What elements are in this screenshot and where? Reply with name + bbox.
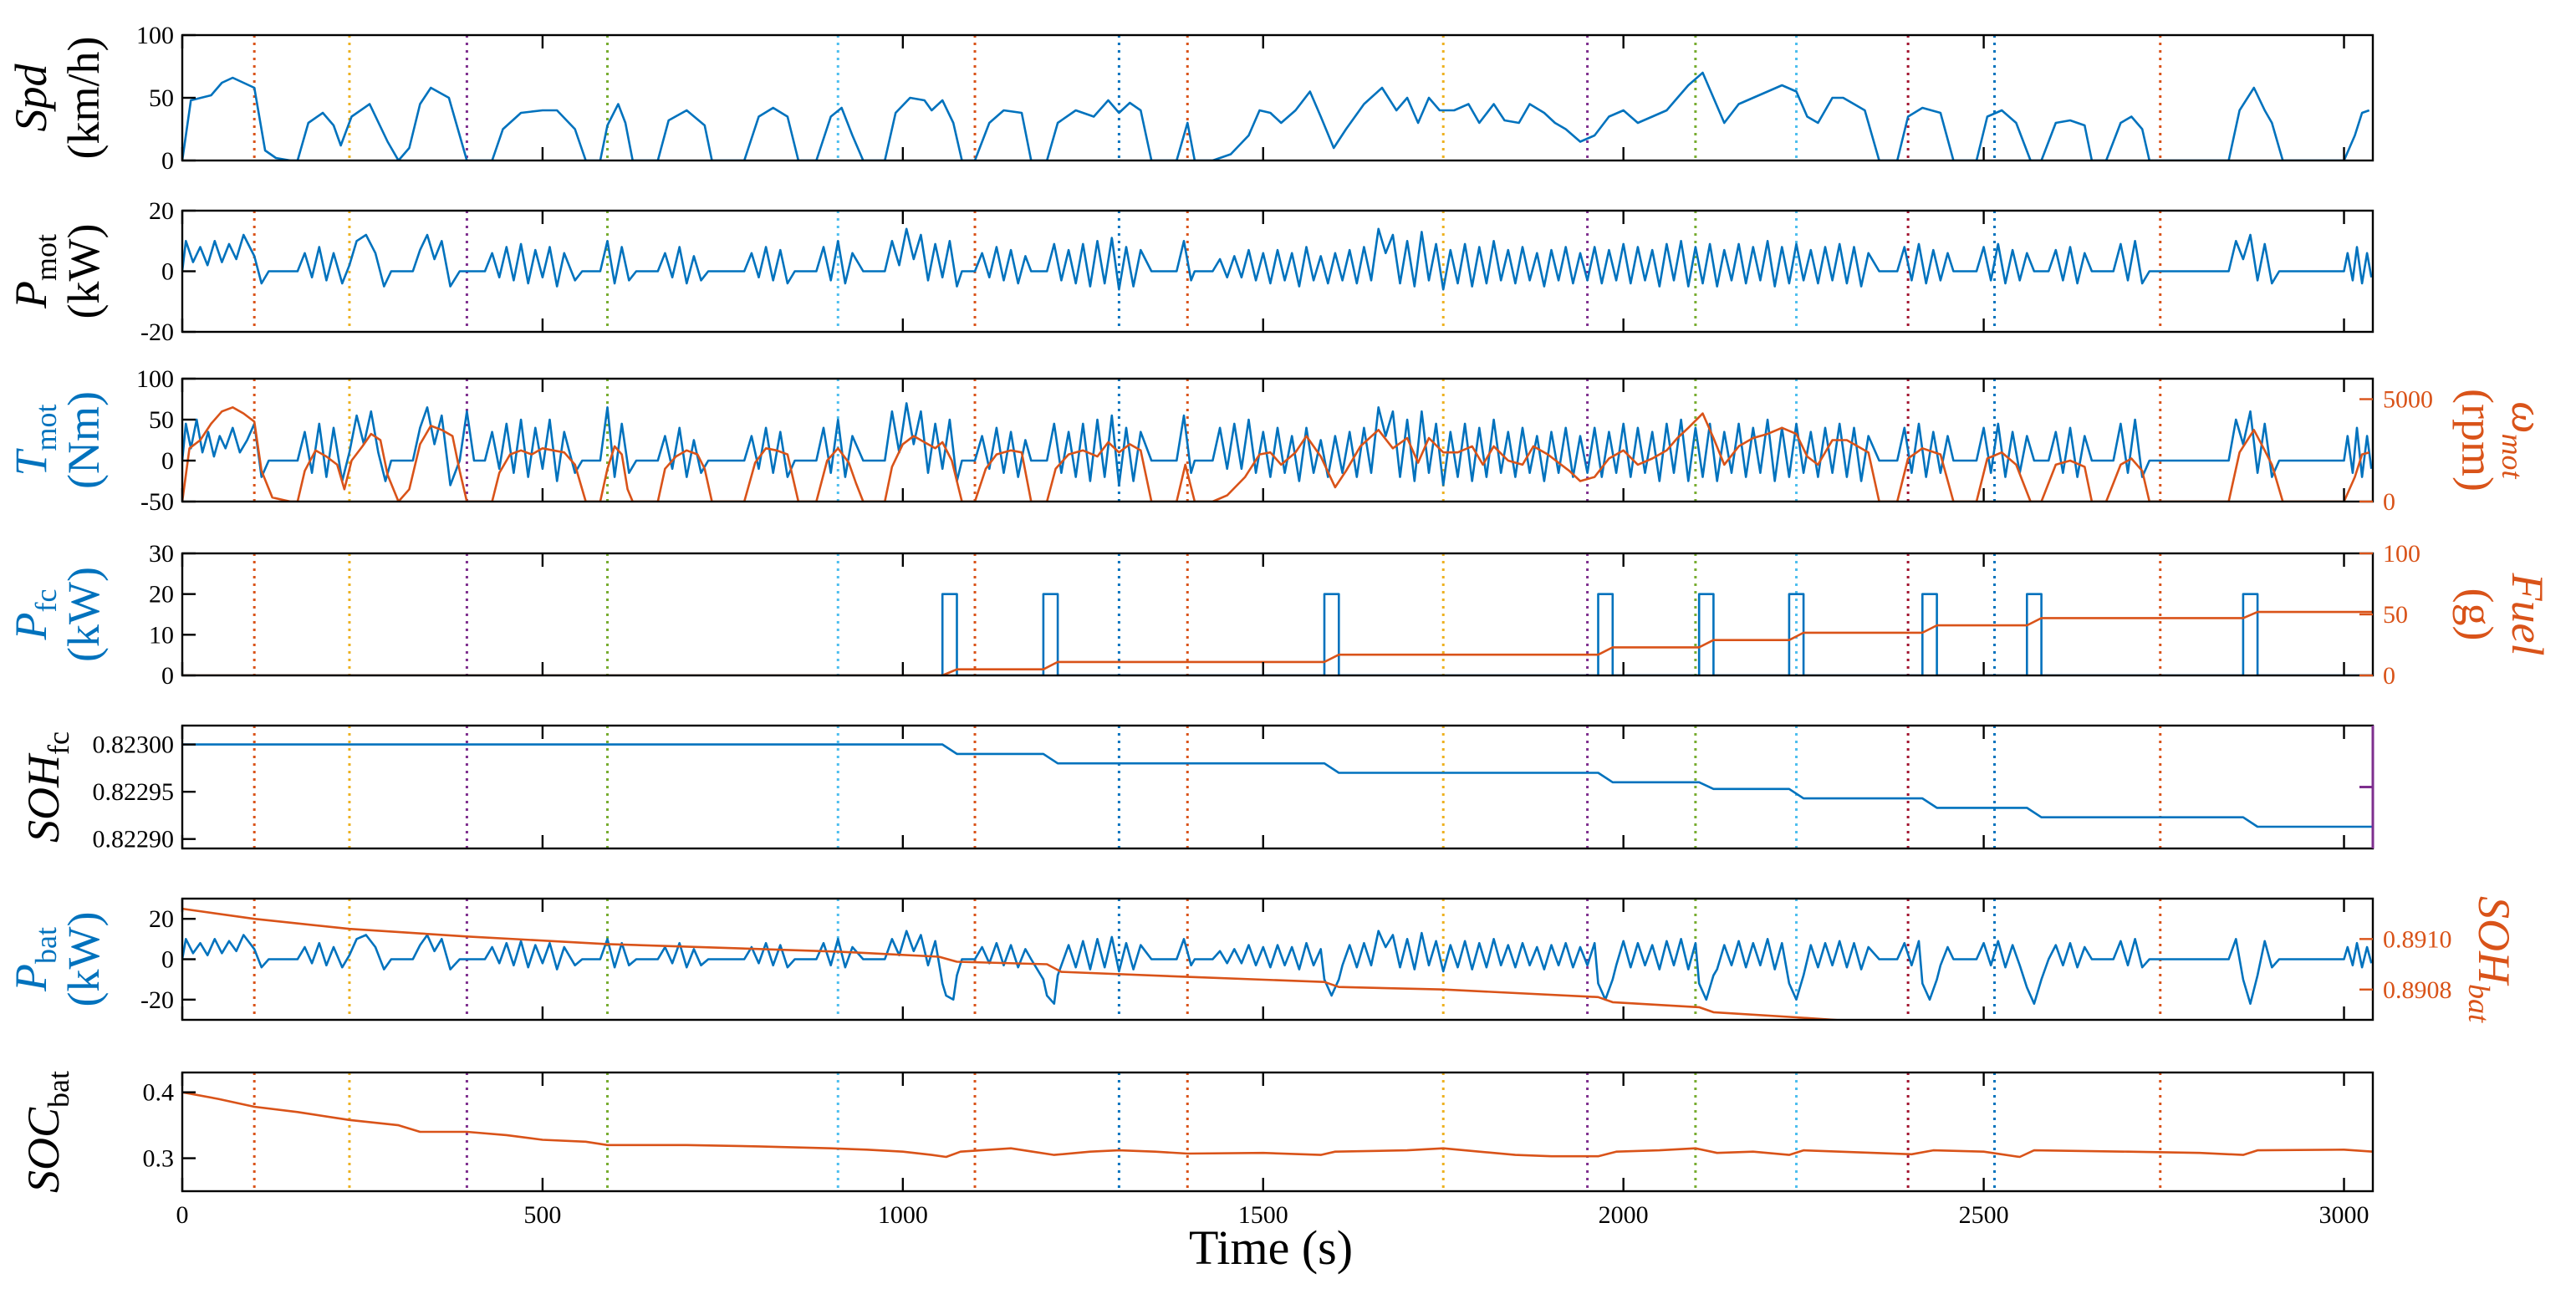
- y-axis-label: SOHfc: [18, 731, 75, 843]
- y-axis-unit: (kW): [59, 224, 109, 319]
- y-tick-label-0: 0: [161, 662, 174, 690]
- y-tick-label-2: 20: [149, 581, 174, 609]
- y-axis-label: Pbat: [6, 927, 63, 992]
- plot-frame: [181, 1071, 2375, 1193]
- y-axis-label: Tmot: [6, 404, 63, 476]
- y-tick-label-2: 50: [149, 406, 174, 434]
- panel-tmot: -50 0 50 100 0 5000 Tmot(Nm) ωmot(rpm): [6, 365, 2553, 516]
- right-y-axis-label: Fuel: [2502, 573, 2553, 656]
- right-y-tick-label-1: 5000: [2383, 386, 2433, 414]
- series-Tmot: [182, 402, 2373, 487]
- right-y-tick-label-2: 100: [2383, 540, 2420, 568]
- y-tick-label-1: 10: [149, 621, 174, 649]
- y-tick-label-3: 100: [136, 365, 174, 393]
- y-tick-label-2: 100: [136, 22, 174, 49]
- right-y-axis-unit: (rpm): [2452, 389, 2502, 492]
- y-axis-unit: (kW): [59, 912, 109, 1007]
- y-axis-unit: (Nm): [59, 391, 109, 489]
- y-tick-label-0: -20: [140, 318, 174, 346]
- y-tick-label-0: -50: [140, 488, 174, 516]
- y-tick-label-2: 20: [149, 905, 174, 933]
- y-tick-label-1: 50: [149, 84, 174, 112]
- right-y-tick-label-1: 50: [2383, 601, 2408, 629]
- y-tick-label-0: 0: [161, 147, 174, 175]
- plot-frame: [181, 552, 2375, 677]
- panel-spd: 0 50 100 Spd (km/h): [6, 22, 2375, 175]
- panel-socbat: 0.3 0.4 SOCbat 0 500 1000 1500 2000 2500 3000: [18, 1071, 2375, 1229]
- plot-frame: [181, 33, 2375, 162]
- series-SOCbat: [182, 1091, 2373, 1159]
- series-ωmot: [182, 406, 2370, 502]
- y-tick-label-2: 20: [149, 197, 174, 225]
- series-Fuel: [182, 610, 2373, 675]
- panel-pmot: -20 0 20 Pmot(kW): [6, 197, 2375, 346]
- y-axis-unit: (kW): [59, 567, 109, 662]
- y-tick-label-0: -20: [140, 986, 174, 1014]
- y-axis-label: SOCbat: [18, 1071, 75, 1193]
- x-tick-label-2: 1000: [878, 1201, 928, 1229]
- right-y-axis-unit: (g): [2452, 588, 2502, 641]
- x-tick-label-0: 0: [176, 1201, 189, 1229]
- x-tick-label-5: 2500: [1959, 1201, 2009, 1229]
- series-Pmot: [182, 227, 2373, 291]
- right-y-axis-label: ωmot: [2496, 401, 2553, 479]
- y-axis-label: Pfc: [6, 589, 63, 641]
- series-SOHbat: [182, 907, 1850, 1020]
- y-tick-label-1: 0: [161, 946, 174, 974]
- right-y-axis-label: SOHbat: [2462, 896, 2519, 1023]
- x-tick-label-6: 3000: [2319, 1201, 2369, 1229]
- y-tick-label-1: 0: [161, 258, 174, 286]
- x-axis-label: Time (s): [1189, 1220, 1353, 1275]
- right-y-tick-label-0: 0: [2383, 488, 2395, 516]
- x-tick-label-4: 2000: [1599, 1201, 1649, 1229]
- panel-sohfc: 0.82290 0.82295 0.82300 SOHfc: [18, 724, 2375, 853]
- y-tick-label-1: 0: [161, 447, 174, 475]
- plot-frame: [181, 377, 2375, 503]
- x-tick-label-3: 1500: [1238, 1201, 1288, 1229]
- panel-pfc: 0 10 20 30 0 50 100 Pfc(kW) Fuel(g): [6, 540, 2553, 690]
- y-axis-label: Spd: [6, 64, 56, 132]
- y-tick-label-0: 0.3: [143, 1145, 175, 1173]
- series-Pbat: [182, 930, 2373, 1005]
- series-SOHfc: [182, 743, 2373, 828]
- x-tick-label-1: 500: [523, 1201, 561, 1229]
- y-tick-label-1: 0.4: [143, 1079, 175, 1107]
- y-tick-label-3: 30: [149, 540, 174, 568]
- y-tick-label-0: 0.82290: [93, 826, 175, 853]
- right-y-tick-label-0: 0: [2383, 662, 2395, 690]
- series-Pfc: [182, 593, 2373, 675]
- series-Spd: [182, 71, 2370, 160]
- right-y-tick-label-0: 0.8908: [2383, 976, 2452, 1004]
- y-tick-label-1: 0.82295: [93, 778, 175, 806]
- y-axis-label: Pmot: [6, 234, 63, 309]
- panel-pbat: -20 0 20 0.8908 0.8910 Pbat(kW) SOHbat: [6, 896, 2519, 1023]
- y-tick-label-2: 0.82300: [93, 731, 175, 759]
- y-axis-unit: (km/h): [59, 37, 109, 160]
- right-y-tick-label-1: 0.8910: [2383, 925, 2452, 953]
